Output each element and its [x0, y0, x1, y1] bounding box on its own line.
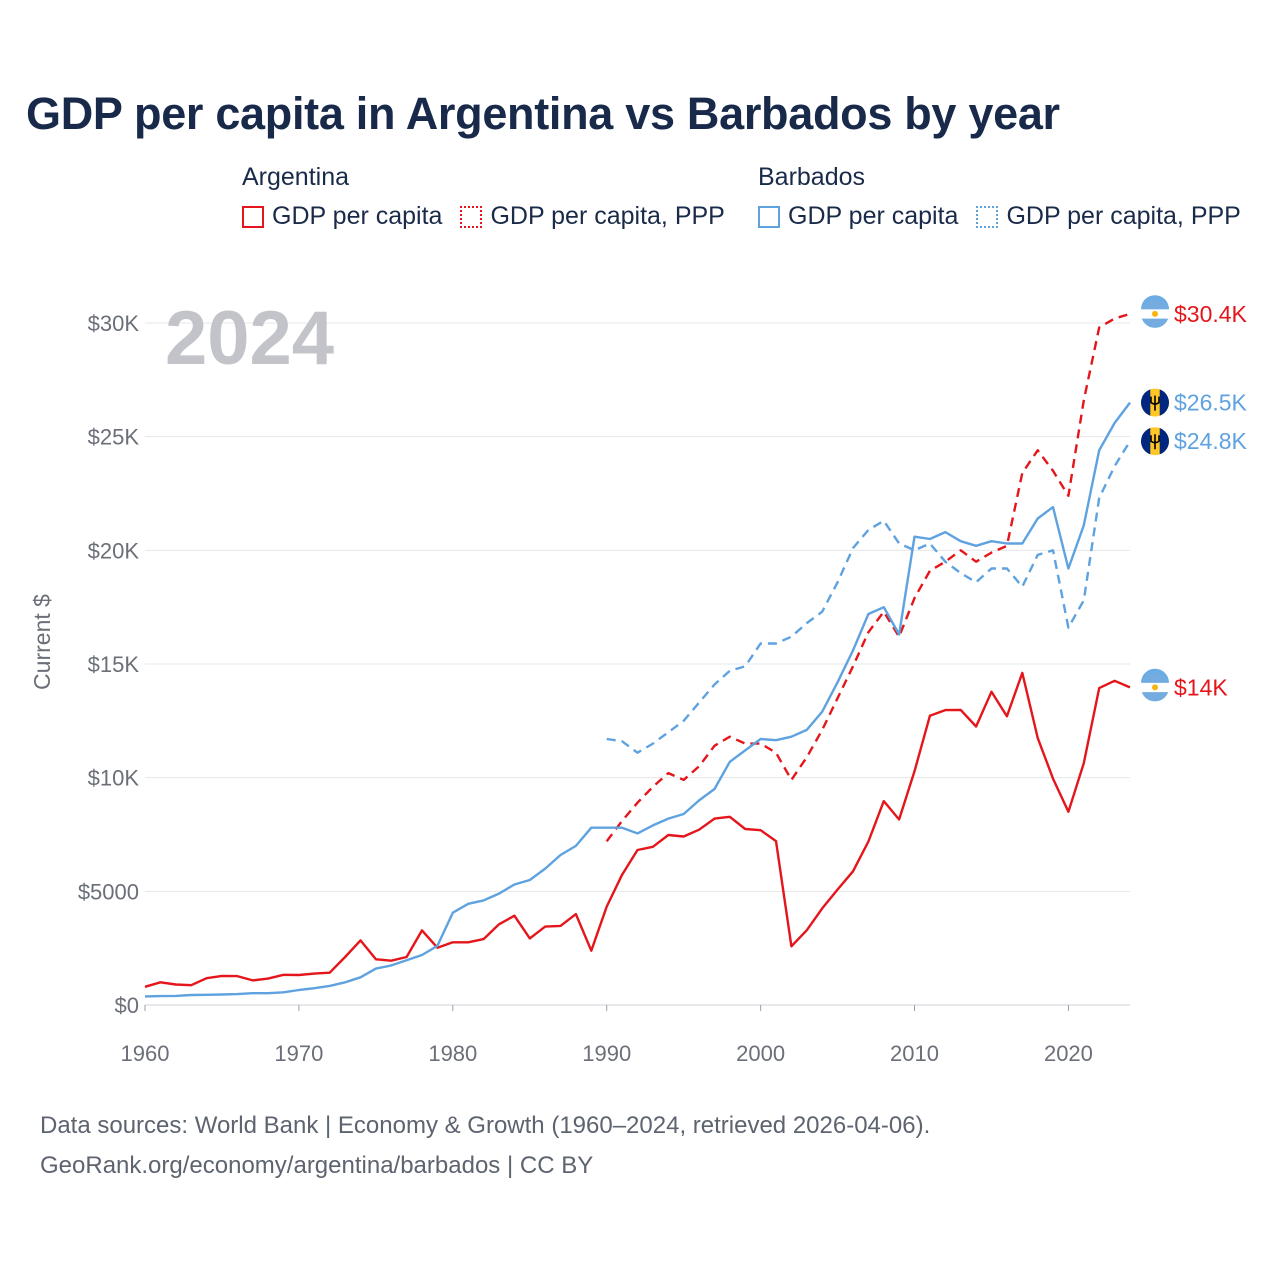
y-axis-label: Current $ [29, 594, 55, 690]
end-value-label: $30.4K [1174, 301, 1248, 327]
end-value-label: $24.8K [1174, 428, 1248, 454]
argentina-flag-icon [1141, 668, 1169, 702]
y-tick-label: $10K [88, 766, 140, 791]
footer-link[interactable]: GeoRank.org/economy/argentina/barbados |… [40, 1152, 594, 1179]
year-display: 2024 [165, 296, 334, 381]
legend-argentina-gdp[interactable]: GDP per capita [242, 202, 442, 231]
legend-barbados-gdp[interactable]: GDP per capita [758, 202, 958, 231]
footer-source: Data sources: World Bank | Economy & Gro… [40, 1112, 931, 1139]
series-lines [144, 312, 1132, 998]
chart-title: GDP per capita in Argentina vs Barbados … [26, 88, 1060, 139]
solid-swatch-icon [242, 205, 264, 228]
legend-barbados: Barbados GDP per capita GDP per capita, … [758, 160, 1259, 231]
x-tick-label: 1970 [274, 1041, 323, 1066]
barbados-flag-icon [1141, 388, 1169, 417]
x-tick-label: 1990 [582, 1041, 631, 1066]
y-tick-label: $15K [88, 652, 140, 677]
y-tick-label: $25K [88, 425, 140, 450]
x-tick-label: 1980 [428, 1041, 477, 1066]
grid-lines [145, 322, 1130, 1006]
y-tick-label: $20K [88, 538, 140, 563]
legend-label: GDP per capita [788, 202, 959, 230]
legend-group-name: Barbados [758, 163, 866, 191]
y-tick-label: $5000 [78, 879, 139, 904]
series-line-argentina-gdp-per-capita-ppp[interactable] [605, 312, 1131, 843]
footer: Data sources: World Bank | Economy & Gro… [40, 1106, 930, 1186]
legend-argentina: Argentina GDP per capita GDP per capita,… [242, 160, 743, 231]
legend-label: GDP per capita, PPP [490, 202, 725, 230]
dashed-swatch-icon [460, 205, 483, 228]
end-value-label: $14K [1174, 674, 1228, 700]
solid-swatch-icon [758, 205, 780, 228]
legend-label: GDP per capita, PPP [1006, 202, 1241, 230]
x-tick-label: 2000 [736, 1041, 785, 1066]
y-tick-label: $0 [115, 993, 139, 1018]
end-labels: $14K $30.4K $26.5K $24.8K [1141, 295, 1248, 702]
series-line-barbados-gdp-per-capita-ppp[interactable] [606, 440, 1132, 754]
dashed-swatch-icon [976, 205, 999, 228]
legend-barbados-gdp-ppp[interactable]: GDP per capita, PPP [976, 202, 1241, 231]
legend-group-name: Argentina [242, 163, 350, 191]
x-axis: 1960 1970 1980 1990 2000 2010 2020 [121, 1005, 1093, 1066]
x-tick-label: 2020 [1044, 1041, 1093, 1066]
series-line-barbados-gdp-per-capita[interactable] [144, 401, 1131, 998]
legend-argentina-gdp-ppp[interactable]: GDP per capita, PPP [460, 202, 725, 231]
y-tick-label: $30K [88, 311, 140, 336]
end-value-label: $26.5K [1174, 390, 1248, 416]
legend-label: GDP per capita [272, 202, 443, 230]
barbados-flag-icon [1141, 427, 1169, 456]
x-tick-label: 2010 [890, 1041, 939, 1066]
x-tick-label: 1960 [121, 1041, 170, 1066]
y-axis: $0 $5000 $10K $15K $20K $25K $30K [78, 311, 140, 1018]
argentina-flag-icon [1141, 295, 1169, 328]
series-line-argentina-gdp-per-capita[interactable] [144, 671, 1131, 988]
